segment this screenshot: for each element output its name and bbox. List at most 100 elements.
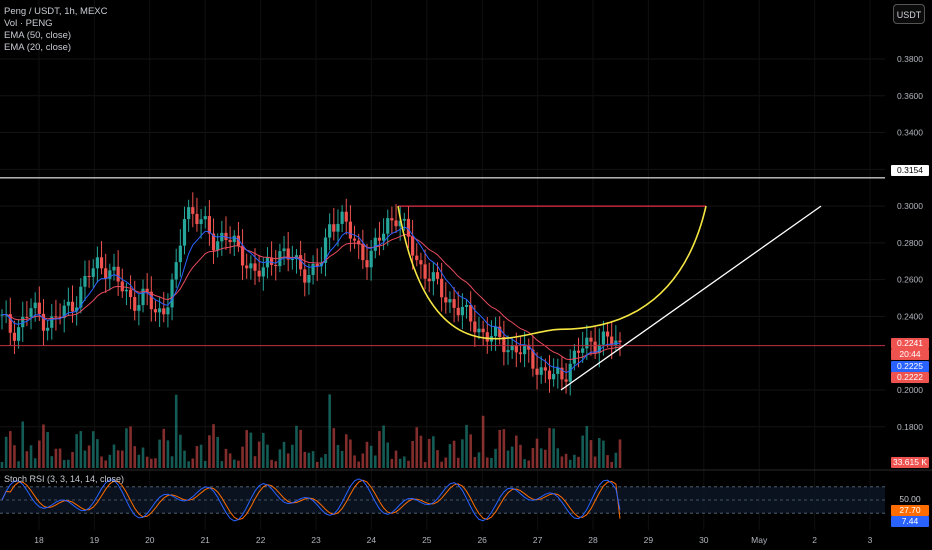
time-tick-label: 25 <box>422 535 432 545</box>
price-tick-label: 0.1800 <box>897 422 923 432</box>
candle-body <box>46 327 50 331</box>
candle-body <box>523 344 527 355</box>
candle-body <box>311 263 315 275</box>
candle-body <box>91 268 95 277</box>
volume-bar <box>104 460 107 468</box>
candle-body <box>99 257 104 269</box>
volume-bar <box>137 454 141 468</box>
stoch-k-line <box>1 478 621 522</box>
volume-label[interactable]: Vol · PENG <box>4 18 53 29</box>
candle-body <box>452 299 456 308</box>
candle-body <box>440 278 444 298</box>
candle-body <box>506 350 510 353</box>
candle-body <box>224 232 228 240</box>
candle-body <box>498 326 502 337</box>
volume-bar <box>170 456 174 468</box>
ema20-label[interactable]: EMA (20, close) <box>4 42 72 53</box>
candle-body <box>158 308 162 313</box>
volume-bar <box>162 428 166 468</box>
candle-body <box>502 336 506 353</box>
volume-bar <box>220 461 224 468</box>
volume-bar <box>477 452 481 468</box>
volume-bar <box>378 431 381 468</box>
volume-bar <box>490 457 493 468</box>
ema20-line <box>1 226 621 374</box>
candlesticks <box>0 192 622 396</box>
volume-bar <box>349 439 352 468</box>
candle-body <box>377 237 382 241</box>
volume-bar <box>427 438 431 468</box>
volume-bar <box>357 461 360 468</box>
candle-body <box>386 218 390 234</box>
candle-body <box>315 263 319 267</box>
candle-body <box>162 308 166 315</box>
volume-bar <box>506 450 510 468</box>
volume-bar <box>17 461 20 468</box>
candle-body <box>203 216 207 220</box>
volume-bar <box>353 455 356 468</box>
volume-bar <box>83 450 87 468</box>
candle-body <box>274 264 278 267</box>
volume-bar <box>411 440 414 468</box>
chart-legend: Peng / USDT, 1h, MEXC Vol · PENG EMA (50… <box>4 6 107 54</box>
volume-bar <box>141 447 145 468</box>
candle-body <box>16 327 21 341</box>
volume-bar <box>494 448 497 468</box>
volume-bar <box>307 452 311 468</box>
candle-body <box>8 314 12 333</box>
candle-body <box>601 331 606 345</box>
candle-body <box>37 302 41 314</box>
candle-body <box>381 233 386 241</box>
volume-bar <box>436 450 439 468</box>
volume-bar <box>13 445 16 468</box>
candle-body <box>216 241 220 251</box>
currency-button[interactable]: USDT <box>893 4 925 24</box>
ascending-trendline[interactable] <box>560 205 822 391</box>
volume-bar <box>108 454 112 468</box>
volume-bar <box>585 426 589 468</box>
volume-bar <box>191 458 195 468</box>
price-tick-label: 0.3600 <box>897 91 923 101</box>
volume-bar <box>365 441 369 468</box>
volume-tag: 33.615 K <box>891 457 929 468</box>
volume-bar <box>324 454 327 468</box>
volume-bar <box>291 444 294 468</box>
volume-bar <box>382 425 385 468</box>
candle-body <box>361 244 365 261</box>
candle-body <box>352 238 357 241</box>
cup-curve[interactable] <box>397 205 707 340</box>
volume-bar <box>245 430 249 468</box>
volume-bar <box>589 440 593 468</box>
volume-bar <box>573 454 576 468</box>
volume-bar <box>133 446 137 468</box>
volume-bar <box>386 442 390 468</box>
volume-bar <box>610 461 614 468</box>
time-tick-label: 26 <box>477 535 487 545</box>
candle-body <box>423 264 427 279</box>
candle-body <box>576 350 581 353</box>
volume-bar <box>510 446 514 468</box>
volume-bar <box>390 458 394 468</box>
candle-body <box>245 265 249 269</box>
ema50-label[interactable]: EMA (50, close) <box>4 30 72 41</box>
candle-body <box>62 305 66 318</box>
volume-bar <box>79 431 83 468</box>
volume-bar <box>502 429 506 468</box>
symbol-label[interactable]: Peng / USDT, 1h, MEXC <box>4 6 108 17</box>
stoch-rsi-pane <box>0 469 932 522</box>
volume-bar <box>539 448 543 468</box>
volume-bar <box>208 435 211 468</box>
price-tick-label: 0.2600 <box>897 275 923 285</box>
stoch-k-tag: 27.70 <box>891 505 929 516</box>
volume-bar <box>154 458 157 468</box>
volume-bar <box>456 457 460 468</box>
stoch-rsi-label[interactable]: Stoch RSI (3, 3, 14, 14, close) <box>4 474 125 484</box>
volume-bar <box>344 434 348 468</box>
candle-body <box>402 218 406 221</box>
candle-body <box>207 216 211 234</box>
candle-body <box>493 326 498 337</box>
volume-bars <box>0 394 622 468</box>
candle-body <box>444 297 448 303</box>
volume-bar <box>232 459 236 468</box>
